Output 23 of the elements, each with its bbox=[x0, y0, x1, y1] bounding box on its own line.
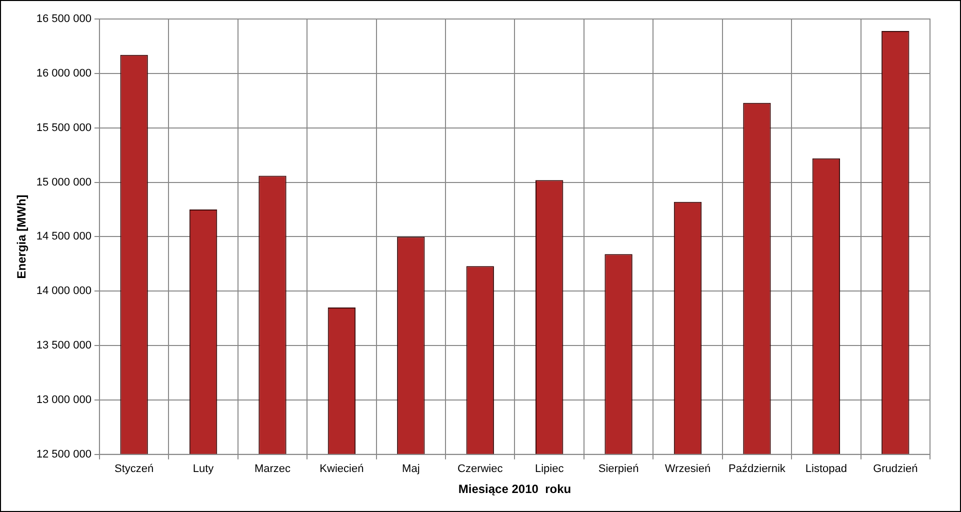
x-tick-label: Wrzesień bbox=[664, 463, 711, 476]
y-tick-label: 13 000 000 bbox=[36, 394, 92, 406]
y-tick-label: 15 000 000 bbox=[36, 176, 92, 188]
y-tick-label: 16 000 000 bbox=[36, 67, 92, 80]
y-tick-label: 14 000 000 bbox=[36, 285, 92, 298]
y-tick-label: 14 500 000 bbox=[36, 230, 92, 243]
y-tick-label: 13 500 000 bbox=[36, 340, 92, 352]
x-tick-label: Styczeń bbox=[114, 463, 154, 476]
x-tick-label: Marzec bbox=[254, 463, 292, 476]
x-tick-label: Listopad bbox=[805, 463, 847, 476]
y-tick-label: 15 500 000 bbox=[36, 122, 92, 134]
y-tick-label: 12 500 000 bbox=[36, 448, 92, 460]
x-tick-label: Czerwiec bbox=[458, 463, 504, 476]
y-axis-title: Energia [MWh] bbox=[14, 194, 29, 279]
x-axis-title: Miesiące 2010 roku bbox=[458, 482, 572, 496]
x-tick-label: Lipiec bbox=[534, 463, 564, 476]
x-tick-label: Grudzień bbox=[873, 463, 918, 476]
x-tick-label: Luty bbox=[192, 463, 214, 476]
y-tick-label: 16 500 000 bbox=[36, 13, 92, 26]
x-tick-label: Maj bbox=[402, 463, 420, 476]
x-tick-label: Sierpień bbox=[598, 463, 639, 476]
x-tick-label: Kwiecień bbox=[320, 463, 364, 476]
x-tick-label: Październik bbox=[728, 463, 786, 476]
